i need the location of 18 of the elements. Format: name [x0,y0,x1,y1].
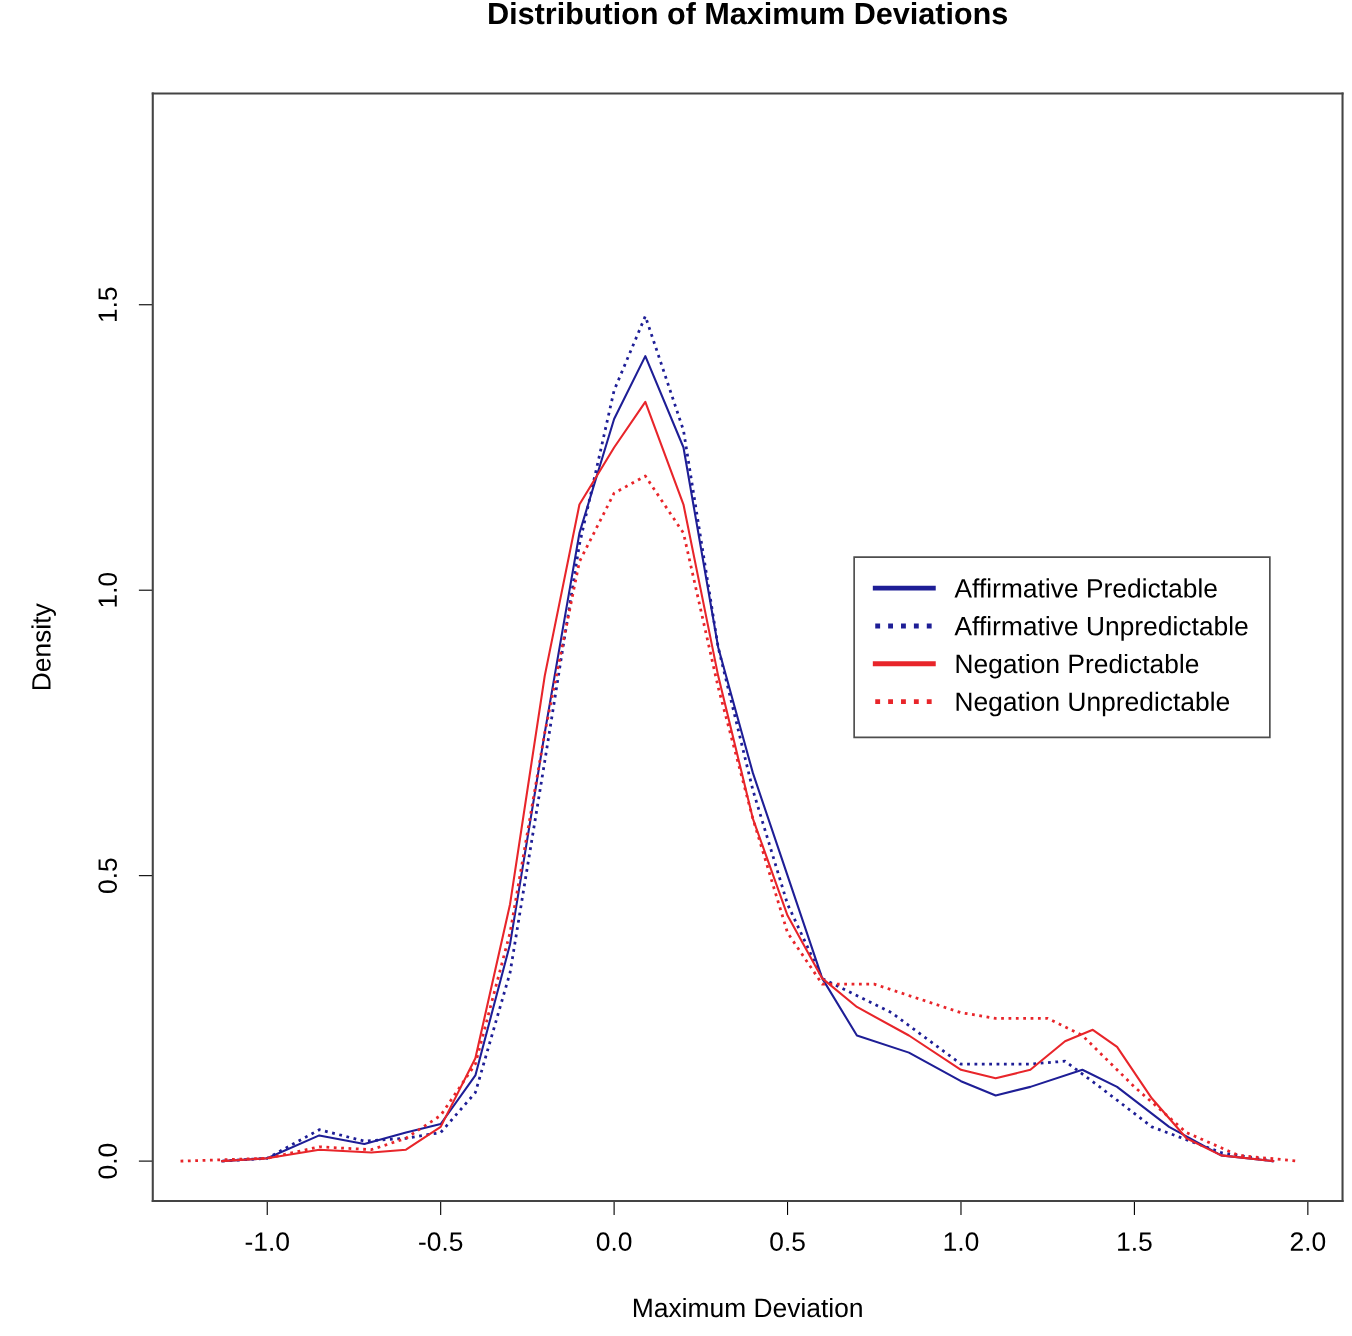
legend-label: Negation Predictable [956,653,1199,679]
x-tick-label: 1.5 [1118,1232,1152,1251]
y-tick-label: 1.0 [98,572,117,607]
x-tick-label: 0.0 [596,1232,632,1251]
x-axis-title: Maximum Deviation [633,1297,862,1318]
x-tick-label: -0.5 [419,1232,463,1251]
y-tick-label: 1.5 [98,287,117,322]
legend-label: Negation Unpredictable [956,691,1230,717]
x-tick-label: 0.5 [770,1232,805,1251]
x-tick-label: 2.0 [1290,1232,1326,1251]
legend-label: Affirmative Predictable [954,578,1217,598]
chart-title: Distribution of Maximum Deviations [489,1,1008,25]
y-tick-label: 0.0 [98,1143,117,1179]
y-tick-label: 0.5 [98,858,117,893]
legend-label: Affirmative Unpredictable [954,616,1248,641]
x-tick-label: -1.0 [245,1232,289,1251]
y-axis-title: Density [31,603,56,690]
x-tick-label: 1.0 [944,1232,979,1251]
